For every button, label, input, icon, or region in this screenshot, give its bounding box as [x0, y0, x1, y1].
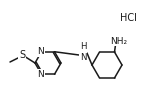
- Text: N: N: [38, 47, 44, 56]
- Text: N: N: [38, 70, 44, 79]
- Text: S: S: [19, 50, 25, 60]
- Text: H
N: H N: [80, 42, 86, 62]
- Text: NH₂: NH₂: [110, 37, 127, 45]
- Text: HCl: HCl: [120, 13, 137, 23]
